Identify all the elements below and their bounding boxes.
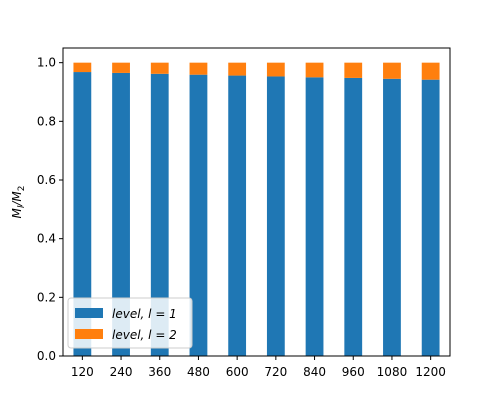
bar-240-series-1	[112, 72, 130, 356]
legend-swatch-1	[75, 308, 103, 318]
x-tick-label-1200: 1200	[415, 365, 446, 379]
legend-swatch-2	[75, 329, 103, 339]
x-tick-label-480: 480	[187, 365, 210, 379]
bar-960-series-1	[344, 77, 363, 357]
axes-group: 120 240 360 480 600 720 840 960 1080 1200 0.0 0.2 0.…	[10, 47, 451, 379]
x-tick-label-840: 840	[303, 365, 326, 379]
y-tick-label-1.0: 1.0	[37, 56, 56, 70]
bar-720-series-1	[266, 76, 285, 356]
plot-frame	[62, 47, 451, 357]
y-axis-label: Ml/M2	[10, 185, 27, 218]
bars-group	[73, 62, 440, 357]
y-tick-label-0.4: 0.4	[37, 232, 56, 246]
y-tick-label-0.6: 0.6	[37, 173, 56, 187]
legend-label-2: level, l = 2	[112, 328, 177, 342]
y-tick-label-0.8: 0.8	[37, 114, 56, 128]
x-tick-label-1080: 1080	[377, 365, 408, 379]
y-tick-label-0.2: 0.2	[37, 290, 56, 304]
bar-1200-series-1	[421, 79, 440, 357]
bar-240-series-2	[112, 62, 130, 73]
x-tick-label-600: 600	[226, 365, 249, 379]
bar-1080-series-1	[383, 78, 401, 357]
bar-600-series-2	[228, 62, 247, 76]
bar-360-series-1	[150, 73, 169, 357]
x-tick-label-240: 240	[110, 365, 133, 379]
bar-840-series-2	[305, 62, 324, 78]
x-tick-label-120: 120	[71, 365, 94, 379]
bar-840-series-1	[305, 77, 324, 356]
y-tick-label-0.0: 0.0	[37, 349, 56, 363]
bar-960-series-2	[344, 62, 363, 78]
legend-label-1: level, l = 1	[112, 307, 177, 321]
bar-480-series-1	[189, 74, 208, 357]
bar-1200-series-2	[421, 62, 440, 80]
bar-720-series-2	[266, 62, 285, 77]
bar-480-series-2	[189, 62, 208, 75]
bar-600-series-1	[228, 75, 247, 356]
bar-120-series-1	[73, 72, 92, 356]
x-tick-label-960: 960	[342, 365, 365, 379]
bar-120-series-2	[73, 62, 92, 73]
bar-360-series-2	[150, 62, 169, 74]
x-tick-label-360: 360	[148, 365, 171, 379]
bar-1080-series-2	[383, 62, 401, 79]
x-tick-label-720: 720	[264, 365, 287, 379]
legend: level, l = 1 level, l = 2	[67, 297, 193, 349]
